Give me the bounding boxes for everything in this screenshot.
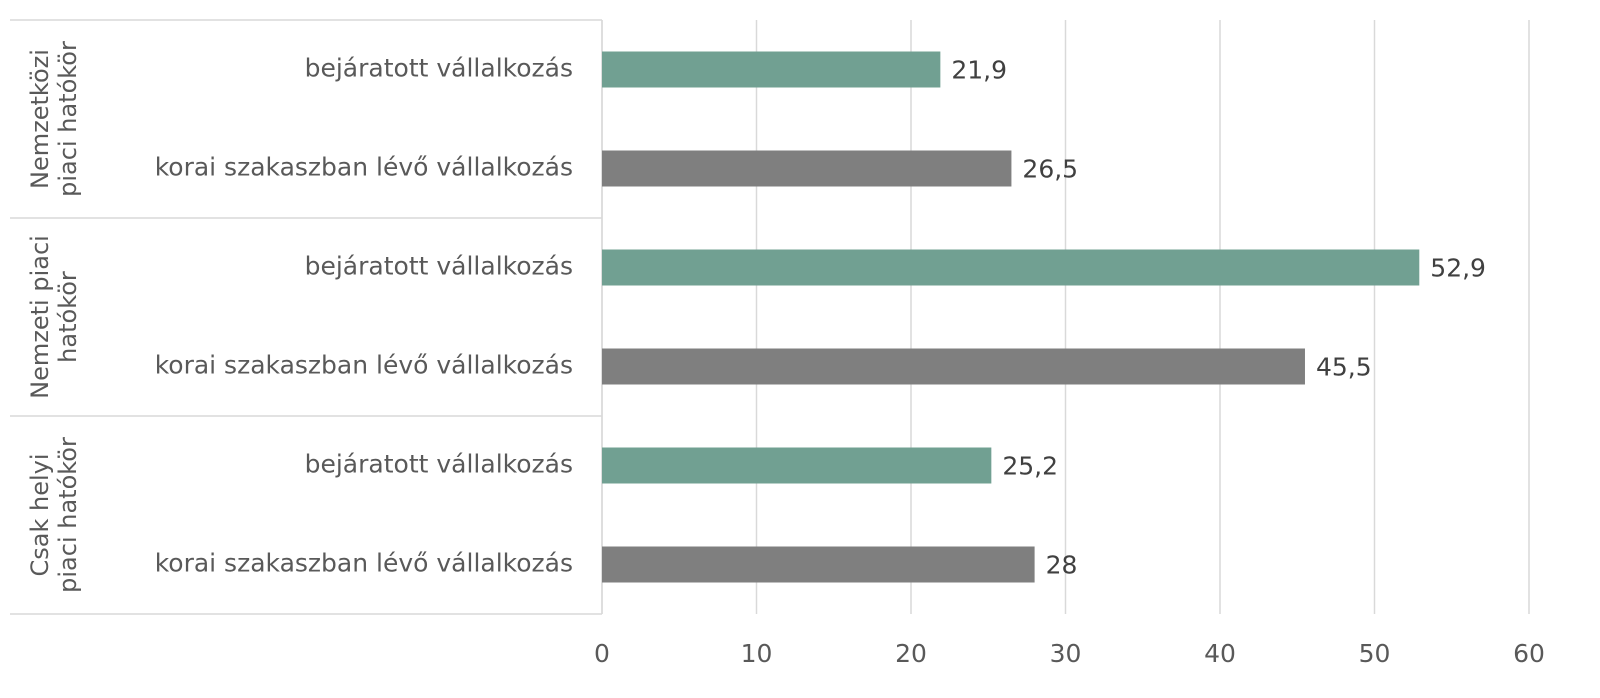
value-label: 26,5	[1022, 155, 1078, 184]
bar	[602, 447, 992, 484]
group-label-box: Csak helyi piaci hatókör	[26, 437, 82, 593]
group-label-box: Nemzetközi piaci hatókör	[26, 41, 82, 197]
bar	[602, 150, 1012, 187]
category-label: korai szakaszban lévő vállalkozás	[155, 549, 573, 578]
bar	[602, 51, 941, 88]
value-label: 21,9	[951, 56, 1007, 85]
x-tick-label: 60	[1513, 639, 1545, 668]
group-label: Nemzeti piaci hatókör	[26, 235, 82, 399]
x-tick-label: 0	[594, 639, 610, 668]
category-label: korai szakaszban lévő vállalkozás	[155, 351, 573, 380]
group-label-box: Nemzeti piaci hatókör	[26, 235, 82, 399]
x-tick-label: 50	[1359, 639, 1391, 668]
value-label: 25,2	[1002, 452, 1058, 481]
category-label: bejáratott vállalkozás	[305, 54, 573, 83]
bar	[602, 546, 1035, 583]
x-tick-label: 20	[895, 639, 927, 668]
value-label: 52,9	[1430, 254, 1486, 283]
x-tick-label: 10	[741, 639, 773, 668]
category-label: bejáratott vállalkozás	[305, 450, 573, 479]
bar	[602, 348, 1305, 385]
category-label: korai szakaszban lévő vállalkozás	[155, 153, 573, 182]
x-tick-label: 30	[1050, 639, 1082, 668]
category-label: bejáratott vállalkozás	[305, 252, 573, 281]
group-label: Nemzetközi piaci hatókör	[26, 41, 82, 197]
value-label: 28	[1046, 551, 1078, 580]
x-tick-label: 40	[1204, 639, 1236, 668]
bar	[602, 249, 1420, 286]
group-label: Csak helyi piaci hatókör	[26, 437, 82, 593]
value-label: 45,5	[1316, 353, 1372, 382]
